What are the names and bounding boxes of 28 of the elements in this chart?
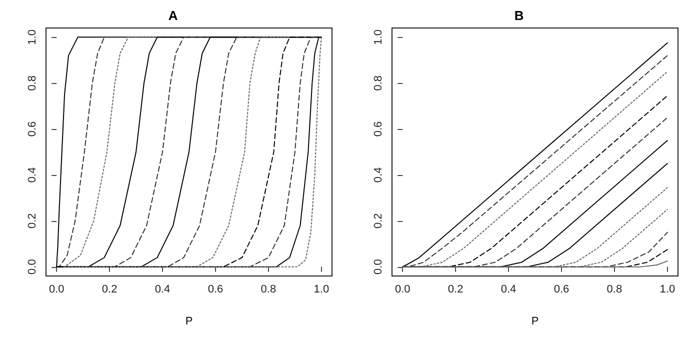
x-tick-label: 0.4 (154, 284, 170, 296)
y-tick-label: 1.0 (372, 30, 384, 45)
y-tick-label: 0.2 (372, 213, 384, 229)
x-tick-label: 1.0 (314, 284, 330, 296)
x-tick-label: 0.2 (102, 284, 118, 296)
x-tick-label: 0.0 (48, 284, 64, 296)
x-tick-label: 0.6 (554, 284, 570, 296)
x-tick-label: 0.6 (208, 284, 224, 296)
x-tick-label: 0.2 (448, 284, 464, 296)
y-tick-label: 0.2 (26, 213, 38, 229)
chart-title: B (514, 8, 524, 23)
x-tick-label: 1.0 (660, 284, 676, 296)
x-tick-label: 0.8 (606, 284, 622, 296)
x-tick-label: 0.0 (394, 284, 410, 296)
y-tick-label: 0.6 (26, 121, 38, 137)
y-tick-label: 1.0 (26, 30, 38, 45)
y-tick-label: 0.4 (26, 167, 38, 183)
x-tick-label: 0.4 (500, 284, 516, 296)
y-tick-label: 0.4 (372, 167, 384, 183)
y-tick-label: 0.0 (26, 259, 38, 274)
y-tick-label: 0.0 (372, 259, 384, 274)
chart-title: A (168, 8, 178, 23)
y-tick-label: 0.6 (372, 121, 384, 137)
x-axis-title: P (531, 316, 539, 328)
y-tick-label: 0.8 (26, 75, 38, 91)
x-axis-title: P (185, 316, 193, 328)
x-tick-label: 0.8 (260, 284, 276, 296)
y-tick-label: 0.8 (372, 75, 384, 91)
